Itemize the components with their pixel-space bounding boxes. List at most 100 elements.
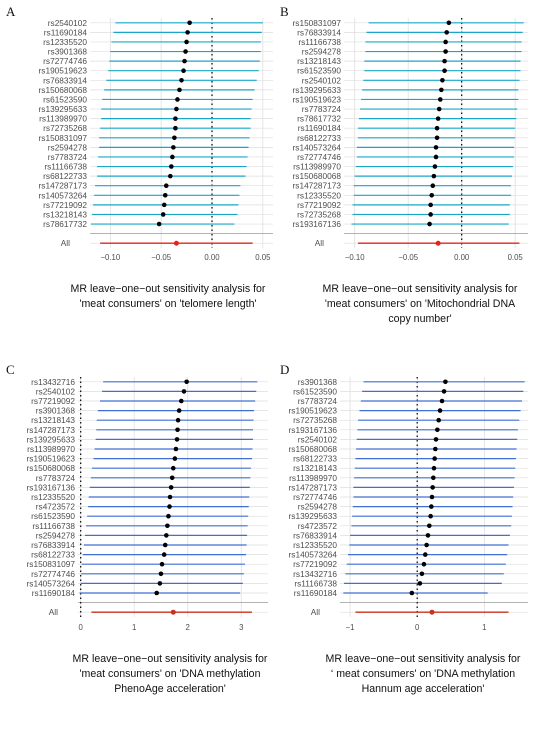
snp-label: rs72774746 [31, 569, 75, 579]
snp-label: rs12335520 [31, 492, 75, 502]
estimate-point [179, 77, 184, 83]
estimate-point [175, 417, 181, 423]
panel-caption-line: copy number' [388, 313, 451, 325]
panel-letter: B [280, 4, 289, 19]
snp-label: rs140573264 [289, 550, 338, 560]
snp-label: rs76833914 [297, 27, 341, 37]
x-tick-label: 0.05 [508, 253, 524, 262]
snp-label: rs147287173 [27, 425, 76, 435]
estimate-point [444, 30, 449, 35]
estimate-point [409, 590, 415, 596]
snp-label: rs13218143 [43, 209, 87, 219]
estimate-point [446, 20, 452, 26]
snp-label: rs4723572 [298, 521, 338, 531]
snp-label: rs68122733 [43, 171, 87, 181]
snp-label: rs11166738 [32, 521, 75, 531]
estimate-point [433, 437, 439, 442]
estimate-point [428, 202, 433, 208]
estimate-point [162, 542, 168, 548]
snp-label: rs150680068 [39, 85, 88, 95]
snp-label: rs147287173 [293, 181, 342, 191]
estimate-point [429, 192, 435, 198]
estimate-point [429, 494, 435, 500]
snp-label: rs61523590 [31, 511, 75, 521]
estimate-point [424, 542, 429, 548]
snp-label: rs140573264 [27, 578, 76, 588]
x-tick-label: 0 [415, 623, 420, 632]
estimate-point [443, 379, 448, 385]
panel-caption-line: ‘ meat consumers' on 'DNA methylation [331, 668, 515, 680]
snp-label: rs7783724 [302, 104, 342, 114]
snp-label: rs11166738 [294, 578, 337, 588]
snp-label: rs12335520 [297, 190, 341, 200]
forest-panel-A: A−0.10 −0.05 0.00 0.05rs2540102rs11690184rs… [6, 4, 273, 310]
x-tick-label: 0.05 [255, 253, 271, 262]
snp-label: rs13432716 [293, 569, 337, 579]
snp-label: rs77219092 [43, 200, 87, 210]
snp-label: rs72774746 [297, 152, 341, 162]
estimate-point [166, 513, 171, 519]
snp-label: rs7783724 [48, 152, 88, 162]
snp-label: rs113989970 [39, 114, 87, 124]
estimate-point [170, 154, 175, 160]
estimate-point [156, 221, 162, 227]
snp-label: rs150680068 [289, 444, 338, 454]
estimate-point [443, 49, 448, 54]
snp-label: rs72774746 [293, 492, 337, 502]
overall-estimate-point [435, 240, 441, 246]
snp-label: rs72735268 [297, 209, 341, 219]
snp-label: rs13432716 [31, 377, 75, 387]
estimate-point [421, 561, 427, 567]
snp-label: rs150831097 [27, 559, 76, 569]
snp-label: rs2540102 [48, 18, 88, 28]
snp-label: rs2594278 [298, 502, 338, 512]
estimate-point [171, 145, 176, 150]
snp-label: rs72735268 [43, 123, 87, 133]
overall-estimate-point [173, 240, 179, 246]
snp-label: rs140573264 [39, 190, 88, 200]
estimate-point [158, 571, 164, 577]
estimate-point [163, 183, 169, 189]
estimate-point [431, 173, 437, 179]
snp-label: rs193167136 [293, 219, 342, 229]
snp-label: rs2540102 [302, 75, 342, 85]
snp-label: rs2594278 [36, 530, 76, 540]
estimate-point [159, 561, 165, 567]
x-tick-label: 1 [132, 623, 136, 632]
estimate-point [434, 135, 440, 141]
estimate-point [172, 456, 178, 461]
estimate-point [419, 571, 425, 577]
snp-label: rs11690184 [44, 27, 88, 37]
snp-label: rs150680068 [27, 463, 76, 473]
estimate-point [435, 116, 441, 121]
estimate-point [435, 427, 440, 433]
snp-label: rs76833914 [293, 530, 337, 540]
snp-label: rs12335520 [43, 37, 87, 47]
snp-label: rs13218143 [31, 415, 75, 425]
panel-caption-line: 'meat consumers' on 'telomere length' [79, 298, 256, 310]
snp-label: rs13218143 [297, 56, 341, 66]
snp-label: rs61523590 [297, 66, 341, 76]
estimate-point [176, 408, 182, 413]
estimate-point [173, 446, 179, 452]
estimate-point [174, 437, 180, 442]
panel-letter: D [280, 362, 289, 377]
estimate-point [161, 202, 167, 208]
snp-label: rs3901368 [48, 47, 88, 57]
estimate-point [433, 446, 438, 452]
estimate-point [436, 417, 442, 423]
estimate-point [440, 77, 445, 83]
x-tick-label: 2 [186, 623, 190, 632]
overall-label: All [61, 238, 70, 248]
estimate-point [157, 581, 163, 586]
estimate-point [428, 513, 433, 519]
snp-label: rs139295633 [39, 104, 88, 114]
estimate-point [422, 552, 428, 557]
estimate-point [160, 212, 166, 217]
estimate-point [164, 533, 169, 538]
snp-label: rs193167136 [289, 425, 338, 435]
snp-label: rs139295633 [289, 511, 338, 521]
snp-label: rs76833914 [43, 75, 87, 85]
overall-label: All [49, 607, 58, 617]
